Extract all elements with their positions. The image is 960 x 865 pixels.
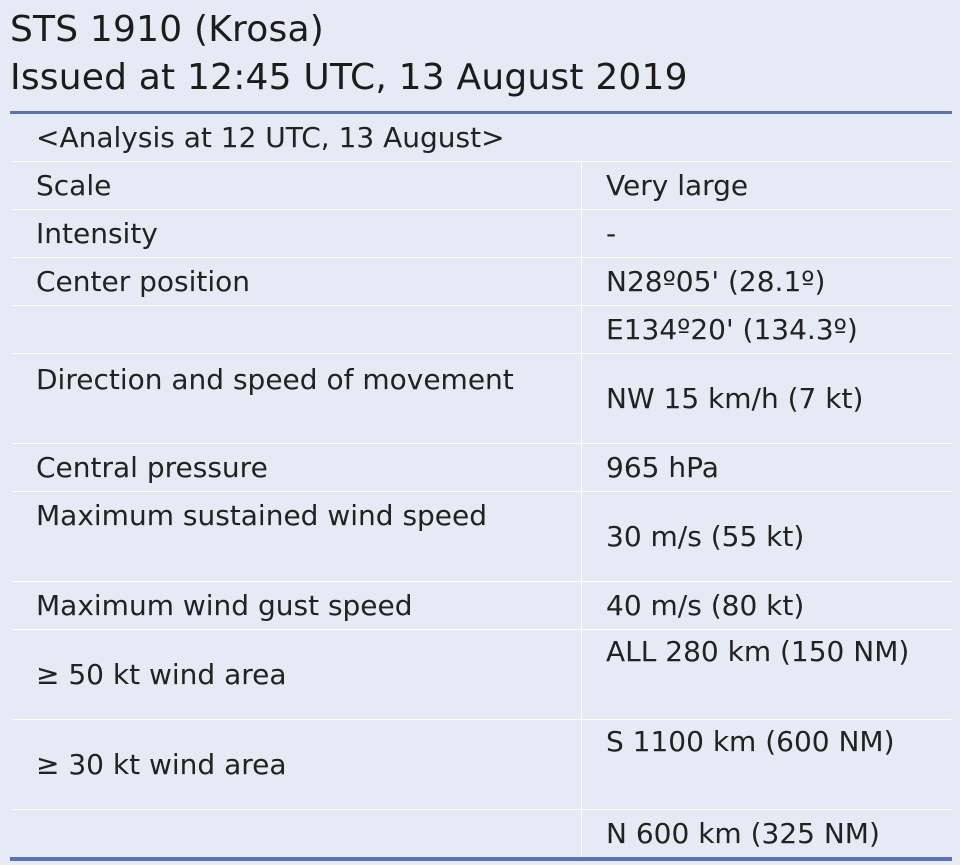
row-value-30kt-area-north: N 600 km (325 NM) [606, 816, 880, 850]
table-bottom-rule [10, 857, 952, 861]
row-value-max-sustained-wind: 30 m/s (55 kt) [606, 519, 805, 553]
bulletin-heading: STS 1910 (Krosa) Issued at 12:45 UTC, 13… [10, 6, 688, 102]
table-row: Intensity - [12, 210, 952, 258]
table-section-row: <Analysis at 12 UTC, 13 August> [12, 114, 952, 162]
row-label-center-position: Center position [12, 258, 582, 305]
row-label-direction-speed: Direction and speed of movement [12, 354, 582, 443]
table-row: Scale Very large [12, 162, 952, 210]
row-label-50kt-area: ≥ 50 kt wind area [12, 630, 582, 719]
storm-title: STS 1910 (Krosa) [10, 9, 324, 50]
row-value-30kt-area-south: S 1100 km (600 NM) [606, 725, 895, 758]
row-label-empty [12, 810, 582, 857]
analysis-table: <Analysis at 12 UTC, 13 August> Scale Ve… [12, 114, 952, 857]
row-label-empty [12, 306, 582, 353]
row-label-intensity: Intensity [12, 210, 582, 257]
row-value-scale: Very large [606, 168, 749, 202]
table-row: Central pressure 965 hPa [12, 444, 952, 492]
row-label-scale: Scale [12, 162, 582, 209]
row-value-max-gust: 40 m/s (80 kt) [606, 588, 805, 622]
row-label-30kt-area: ≥ 30 kt wind area [12, 720, 582, 809]
table-row: Maximum wind gust speed 40 m/s (80 kt) [12, 582, 952, 630]
section-title: <Analysis at 12 UTC, 13 August> [36, 120, 505, 154]
row-value-intensity: - [606, 216, 617, 250]
table-top-rule [10, 111, 952, 114]
table-row: ≥ 50 kt wind area ALL 280 km (150 NM) [12, 630, 952, 720]
table-row: N 600 km (325 NM) [12, 810, 952, 857]
issued-time: Issued at 12:45 UTC, 13 August 2019 [10, 57, 688, 98]
row-label-central-pressure: Central pressure [12, 444, 582, 491]
table-row: E134º20' (134.3º) [12, 306, 952, 354]
table-row: Direction and speed of movement NW 15 km… [12, 354, 952, 444]
row-label-max-gust: Maximum wind gust speed [12, 582, 582, 629]
row-value-latitude: N28º05' (28.1º) [606, 264, 826, 298]
row-value-50kt-area: ALL 280 km (150 NM) [606, 635, 910, 668]
table-row: ≥ 30 kt wind area S 1100 km (600 NM) [12, 720, 952, 810]
row-value-central-pressure: 965 hPa [606, 450, 719, 484]
table-row: Center position N28º05' (28.1º) [12, 258, 952, 306]
row-value-longitude: E134º20' (134.3º) [606, 312, 858, 346]
table-row: Maximum sustained wind speed 30 m/s (55 … [12, 492, 952, 582]
row-label-max-sustained-wind: Maximum sustained wind speed [12, 492, 582, 581]
row-value-direction-speed: NW 15 km/h (7 kt) [606, 381, 864, 415]
